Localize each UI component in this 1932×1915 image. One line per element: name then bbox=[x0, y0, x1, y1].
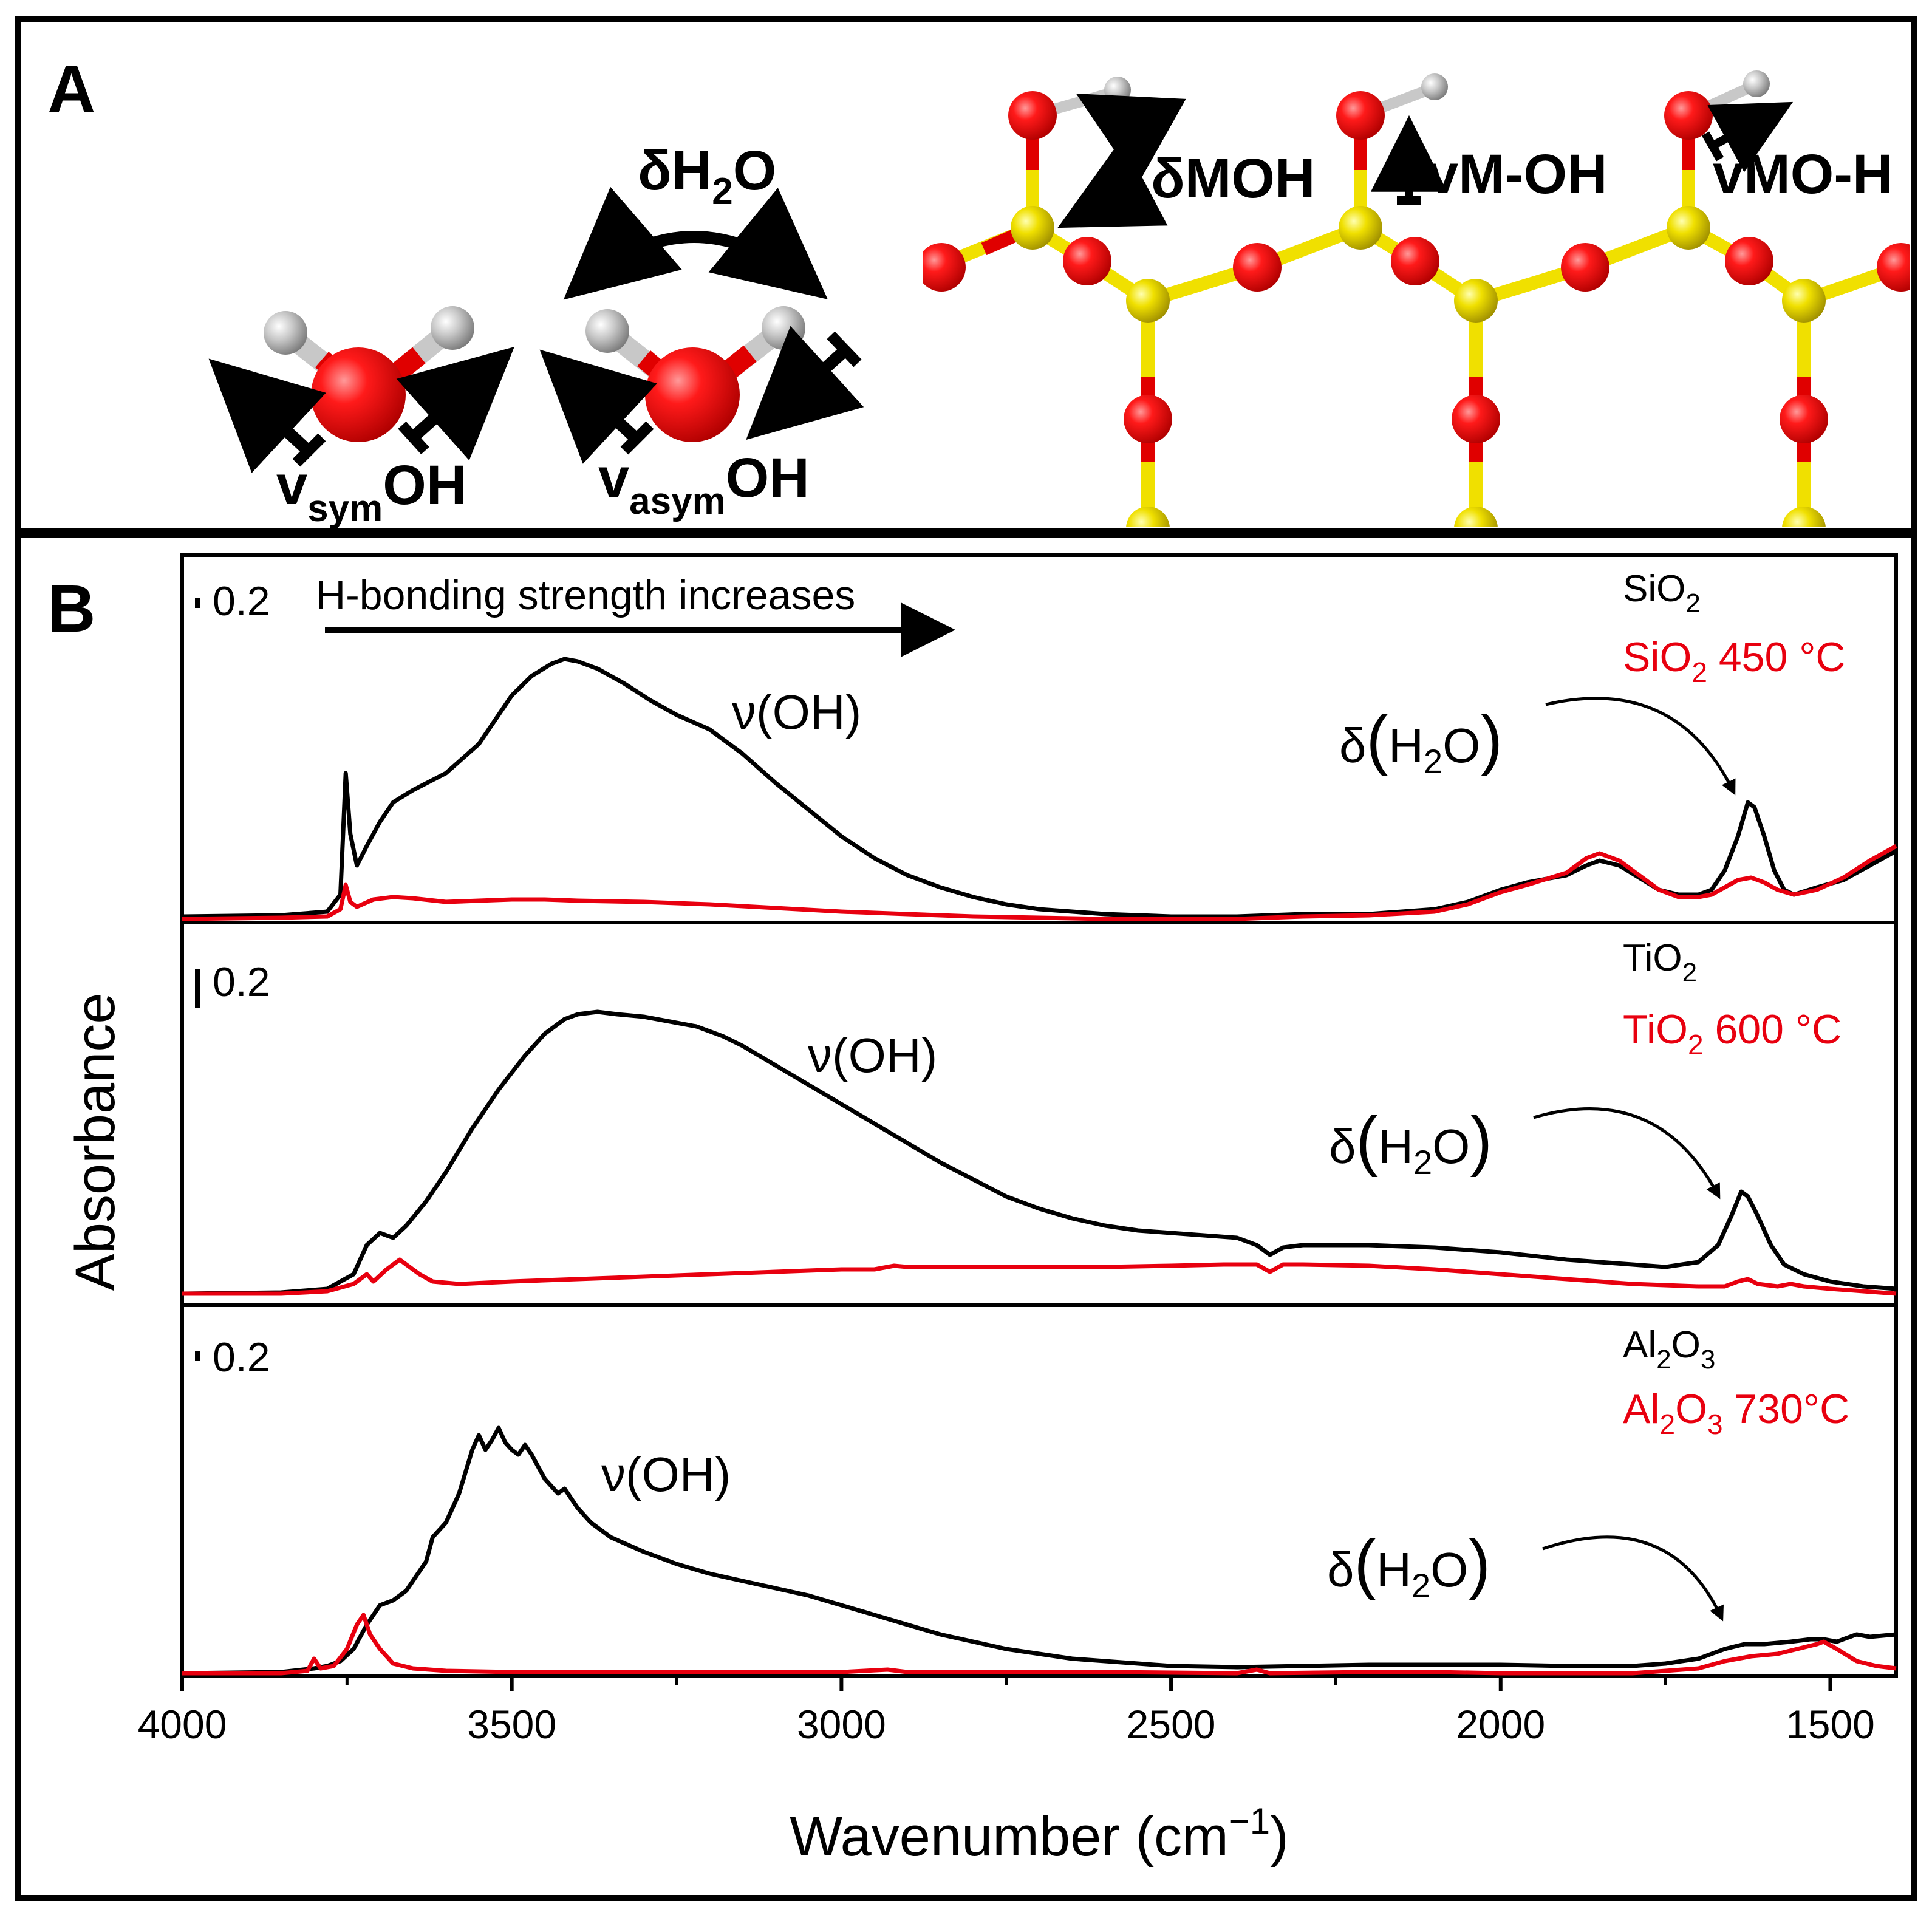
series-line-sio2 bbox=[182, 657, 1897, 919]
hydrogen-atom bbox=[585, 309, 629, 353]
annotation-arrow-sio2 bbox=[1545, 697, 1736, 796]
legend-al2o3: Al2O3 bbox=[1623, 1324, 1715, 1374]
x-tick-label-1500: 1500 bbox=[1786, 1702, 1875, 1747]
panel-b-label: B bbox=[47, 572, 95, 646]
legend-al2o3-730: Al2O3 730°C bbox=[1623, 1386, 1849, 1440]
metal-atom bbox=[1782, 279, 1826, 323]
metal-atom bbox=[1782, 507, 1826, 527]
series-line-tio2 bbox=[182, 1009, 1897, 1296]
scale-bar-label-al2o3: 0.2 bbox=[213, 1334, 270, 1381]
metal-atom bbox=[1454, 279, 1498, 323]
panel-a-frame bbox=[15, 16, 1917, 534]
oxygen-atom bbox=[1725, 237, 1773, 285]
metal-atom bbox=[1454, 507, 1498, 527]
panel-a-label: A bbox=[47, 52, 95, 127]
metal-atom bbox=[1339, 206, 1382, 250]
hydrogen-atom bbox=[264, 311, 307, 355]
x-axis: 4000 3500 3000 2500 2000 1500 bbox=[138, 1676, 1875, 1747]
hydrogen-atom bbox=[431, 306, 474, 350]
oxygen-atom bbox=[1336, 91, 1385, 140]
annotation-voh-al2o3: ν(OH) bbox=[601, 1447, 731, 1501]
legend-sio2: SiO2 bbox=[1623, 568, 1701, 618]
annotation-bend-tio2: δ(H2O) bbox=[1329, 1103, 1492, 1181]
mode-label-metal-oh-stretch: vM-OH bbox=[1427, 143, 1607, 205]
x-axis-label: Wavenumber (cm−1) bbox=[790, 1801, 1289, 1868]
oxygen-atom bbox=[1233, 243, 1282, 292]
panel-b-frame bbox=[15, 531, 1917, 1901]
series-line-sio2-450 bbox=[182, 844, 1897, 921]
bend-label: δH2O bbox=[638, 140, 776, 213]
oxygen-atom bbox=[1124, 395, 1172, 443]
x-tick-label-2000: 2000 bbox=[1456, 1702, 1545, 1747]
bend-arrow bbox=[563, 186, 828, 300]
oxygen-atom bbox=[923, 243, 966, 292]
mode-label-bend: δMOH bbox=[1151, 148, 1315, 210]
metal-atom bbox=[1011, 206, 1054, 250]
legend-tio2: TiO2 bbox=[1623, 937, 1697, 988]
oxygen-atom bbox=[1664, 91, 1713, 140]
mode-label-oh-stretch: vMO-H bbox=[1713, 143, 1893, 205]
oxygen-atom bbox=[1391, 237, 1439, 285]
metal-atom bbox=[1126, 507, 1170, 527]
hydrogen-atom bbox=[1743, 70, 1770, 97]
bend-mode-arrow bbox=[1057, 94, 1186, 228]
oxygen-atom bbox=[1561, 243, 1609, 292]
hydrogen-atom bbox=[762, 306, 805, 350]
y-axis-label: Absorbance bbox=[64, 993, 126, 1291]
x-tick-label-4000: 4000 bbox=[138, 1702, 227, 1747]
hydrogen-atom bbox=[1421, 73, 1448, 100]
oxygen-atom bbox=[1063, 237, 1111, 285]
legend-tio2-600: TiO2 600 °C bbox=[1623, 1006, 1842, 1060]
annotation-arrow-al2o3 bbox=[1542, 1535, 1724, 1622]
series-line-al2o3-730 bbox=[182, 1613, 1897, 1676]
oxygen-atom bbox=[1452, 395, 1500, 443]
asymmetric-stretch-label: vasymOH bbox=[598, 447, 810, 522]
metal-atom bbox=[1667, 206, 1710, 250]
metal-hydroxyl-stretch-arrow bbox=[1371, 115, 1447, 205]
plot-panel-tio2-frame bbox=[180, 921, 1898, 1307]
hydrogen-atom bbox=[1104, 77, 1131, 103]
legend-sio2-450: SiO2 450 °C bbox=[1623, 634, 1846, 688]
oxygen-atom bbox=[311, 347, 406, 442]
annotation-bend-sio2: δ(H2O) bbox=[1339, 702, 1503, 780]
metal-atom bbox=[1126, 279, 1170, 323]
stretch-arrows-symmetric bbox=[208, 347, 514, 473]
scale-bar-label-sio2: 0.2 bbox=[213, 578, 270, 624]
oxygen-atom bbox=[645, 347, 740, 442]
oxide-surface-lattice bbox=[923, 70, 1910, 527]
series-line-al2o3 bbox=[182, 1425, 1897, 1676]
annotation-voh-sio2: ν(OH) bbox=[732, 685, 861, 739]
plot-panel-al2o3-frame bbox=[180, 1303, 1898, 1678]
oxygen-atom bbox=[1008, 91, 1057, 140]
annotation-arrow-tio2 bbox=[1533, 1107, 1721, 1200]
oxygen-atom bbox=[1780, 395, 1828, 443]
scale-bar-label-tio2: 0.2 bbox=[213, 959, 270, 1005]
symmetric-stretch-label: vsymOH bbox=[276, 454, 466, 530]
annotation-bend-al2o3: δ(H2O) bbox=[1327, 1526, 1490, 1605]
x-tick-label-2500: 2500 bbox=[1127, 1702, 1216, 1747]
stretch-arrows-asymmetric bbox=[539, 326, 864, 464]
annotation-voh-tio2: ν(OH) bbox=[808, 1028, 937, 1082]
oh-stretch-arrow bbox=[1701, 101, 1794, 172]
x-tick-label-3000: 3000 bbox=[797, 1702, 886, 1747]
hbond-note: H-bonding strength increases bbox=[316, 572, 855, 618]
oxygen-atom bbox=[1877, 243, 1910, 292]
x-tick-label-3500: 3500 bbox=[467, 1702, 556, 1747]
water-molecule-symmetric bbox=[264, 306, 474, 442]
series-line-tio2-600 bbox=[182, 1257, 1897, 1296]
